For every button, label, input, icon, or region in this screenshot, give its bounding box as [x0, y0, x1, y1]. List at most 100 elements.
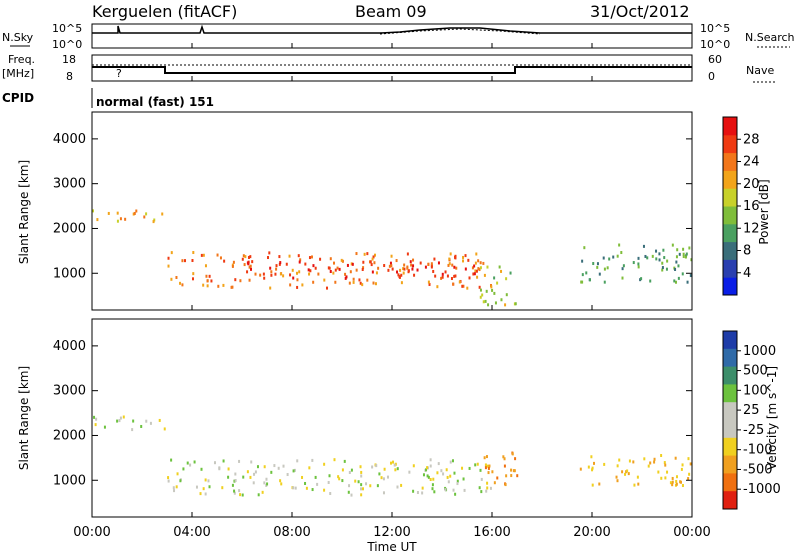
- colorbar-segment: [723, 331, 737, 350]
- power-cell: [301, 283, 304, 287]
- velocity-cell: [208, 485, 211, 489]
- power-cell: [372, 281, 375, 285]
- power-cell: [358, 278, 361, 282]
- velocity-cell: [167, 476, 170, 480]
- power-cell: [433, 257, 436, 261]
- velocity-cell: [505, 474, 508, 478]
- velocity-cell: [348, 484, 351, 488]
- velocity-cell: [359, 465, 362, 469]
- power-cell: [671, 243, 674, 247]
- velocity-cell: [493, 481, 496, 485]
- power-cell: [161, 212, 164, 216]
- power-cell: [397, 273, 400, 277]
- noise-tick-top-right: 10^5: [700, 22, 730, 35]
- velocity-cell: [479, 468, 482, 472]
- power-cell: [371, 257, 374, 261]
- velocity-cell: [238, 489, 241, 493]
- power-cell: [608, 257, 611, 261]
- velocity-cell: [628, 459, 631, 463]
- power-cell: [208, 274, 211, 278]
- power-cell: [234, 278, 237, 282]
- velocity-cell: [653, 460, 656, 464]
- velocity-cell: [170, 458, 173, 462]
- power-cell: [314, 266, 317, 270]
- power-cell: [366, 252, 369, 256]
- velocity-cell: [456, 479, 459, 483]
- power-cell: [327, 266, 330, 270]
- velocity-cell: [314, 475, 317, 479]
- freq-label-line2: [MHz]: [2, 67, 34, 80]
- velocity-cell: [280, 482, 283, 486]
- power-cell: [409, 260, 412, 264]
- power-cell: [336, 266, 339, 270]
- velocity-cell: [350, 468, 353, 472]
- colorbar-tick-label: 8: [743, 244, 751, 259]
- velocity-cell: [234, 472, 237, 476]
- power-cell: [581, 273, 584, 277]
- velocity-cell: [270, 470, 273, 474]
- velocity-cell: [122, 415, 125, 419]
- power-cell: [406, 252, 409, 256]
- x-tick-label: 20:00: [573, 525, 610, 540]
- power-cell: [222, 283, 225, 287]
- power-cell: [369, 260, 372, 264]
- noise-tick-top-left: 10^5: [52, 22, 82, 35]
- colorbar-tick-label: -25: [743, 423, 764, 438]
- power-cell: [504, 303, 507, 307]
- velocity-cell: [593, 461, 596, 465]
- power-cell: [312, 264, 315, 268]
- power-cell: [484, 299, 487, 303]
- power-cell: [352, 280, 355, 284]
- power-cell: [231, 264, 234, 268]
- power-cell: [191, 259, 194, 263]
- power-cell: [292, 276, 295, 280]
- power-cell: [479, 288, 482, 292]
- velocity-cell: [486, 464, 489, 468]
- velocity-cell: [357, 480, 360, 484]
- power-cell: [184, 259, 187, 263]
- power-cell: [658, 258, 661, 262]
- power-cell: [684, 255, 687, 259]
- power-cell: [308, 256, 311, 260]
- velocity-cell: [333, 458, 336, 462]
- velocity-cell: [380, 476, 383, 480]
- power-cell: [416, 268, 419, 272]
- velocity-cell: [347, 490, 350, 494]
- velocity-cell: [337, 475, 340, 479]
- power-cell: [403, 267, 406, 271]
- velocity-cell: [292, 469, 295, 473]
- velocity-cell: [587, 465, 590, 469]
- power-cell: [270, 273, 273, 277]
- colorbar-segment: [723, 348, 737, 368]
- velocity-cell: [233, 489, 236, 493]
- velocity-cell: [132, 419, 135, 423]
- power-cell: [107, 211, 110, 215]
- power-cell: [145, 212, 148, 216]
- power-cell: [355, 252, 358, 256]
- power-cell: [390, 254, 393, 258]
- power-cell: [366, 278, 369, 282]
- velocity-cell: [233, 491, 236, 495]
- power-cell: [446, 274, 449, 278]
- velocity-cell: [392, 460, 395, 464]
- freq-line: [92, 66, 692, 74]
- colorbar-segment: [723, 188, 737, 207]
- velocity-cell: [447, 480, 450, 484]
- colorbar-tick-label: 12: [743, 221, 760, 236]
- velocity-cell: [449, 474, 452, 478]
- power-cell: [278, 262, 281, 266]
- velocity-cell: [204, 478, 207, 482]
- velocity-cell: [510, 468, 513, 472]
- power-cell: [412, 258, 415, 262]
- velocity-cell: [238, 459, 241, 463]
- power-cell: [410, 263, 413, 267]
- velocity-cell: [200, 467, 203, 471]
- velocity-cell: [514, 457, 517, 461]
- velocity-cell: [421, 491, 424, 495]
- power-cell: [152, 220, 155, 224]
- velocity-cell: [474, 463, 477, 467]
- velocity-cell: [323, 488, 326, 492]
- power-cell: [427, 262, 430, 266]
- power-cell: [304, 262, 307, 266]
- power-cell: [430, 264, 433, 268]
